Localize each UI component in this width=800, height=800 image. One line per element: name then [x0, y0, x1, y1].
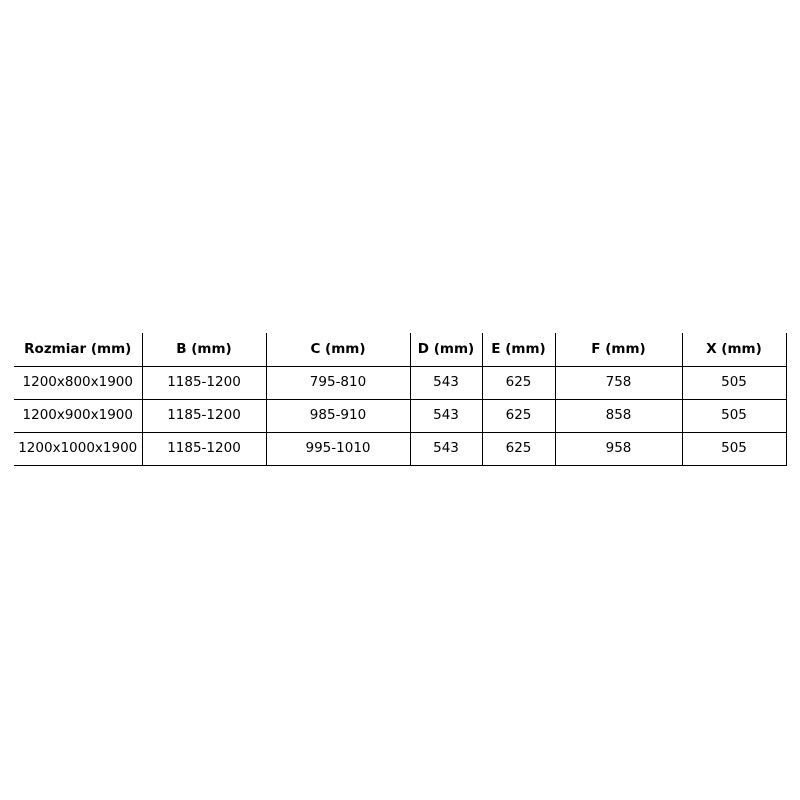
- table-row: 1200x1000x1900 1185-1200 995-1010 543 62…: [14, 432, 787, 466]
- cell-b: 1185-1200: [141, 399, 266, 433]
- table-row: 1200x800x1900 1185-1200 795-810 543 625 …: [14, 366, 787, 400]
- dimensions-table: Rozmiar (mm) B (mm) C (mm) D (mm) E (mm)…: [14, 333, 787, 466]
- cell-size: 1200x1000x1900: [14, 432, 142, 466]
- cell-x: 505: [681, 366, 787, 400]
- cell-b: 1185-1200: [141, 432, 266, 466]
- column-header-x: X (mm): [681, 333, 787, 367]
- cell-e: 625: [481, 432, 555, 466]
- cell-f: 958: [554, 432, 682, 466]
- column-header-b: B (mm): [141, 333, 266, 367]
- spec-table-container: Rozmiar (mm) B (mm) C (mm) D (mm) E (mm)…: [14, 333, 787, 466]
- column-header-e: E (mm): [481, 333, 555, 367]
- table-header: Rozmiar (mm) B (mm) C (mm) D (mm) E (mm)…: [14, 333, 787, 367]
- cell-x: 505: [681, 432, 787, 466]
- cell-b: 1185-1200: [141, 366, 266, 400]
- column-header-f: F (mm): [554, 333, 682, 367]
- cell-size: 1200x900x1900: [14, 399, 142, 433]
- cell-f: 858: [554, 399, 682, 433]
- cell-d: 543: [409, 366, 482, 400]
- cell-c: 995-1010: [265, 432, 410, 466]
- table-row: 1200x900x1900 1185-1200 985-910 543 625 …: [14, 399, 787, 433]
- cell-e: 625: [481, 399, 555, 433]
- cell-size: 1200x800x1900: [14, 366, 142, 400]
- cell-d: 543: [409, 399, 482, 433]
- cell-c: 985-910: [265, 399, 410, 433]
- cell-c: 795-810: [265, 366, 410, 400]
- column-header-d: D (mm): [409, 333, 482, 367]
- table-header-row: Rozmiar (mm) B (mm) C (mm) D (mm) E (mm)…: [14, 333, 787, 367]
- cell-f: 758: [554, 366, 682, 400]
- cell-e: 625: [481, 366, 555, 400]
- cell-x: 505: [681, 399, 787, 433]
- column-header-c: C (mm): [265, 333, 410, 367]
- column-header-size: Rozmiar (mm): [14, 333, 142, 367]
- table-body: 1200x800x1900 1185-1200 795-810 543 625 …: [14, 366, 787, 466]
- cell-d: 543: [409, 432, 482, 466]
